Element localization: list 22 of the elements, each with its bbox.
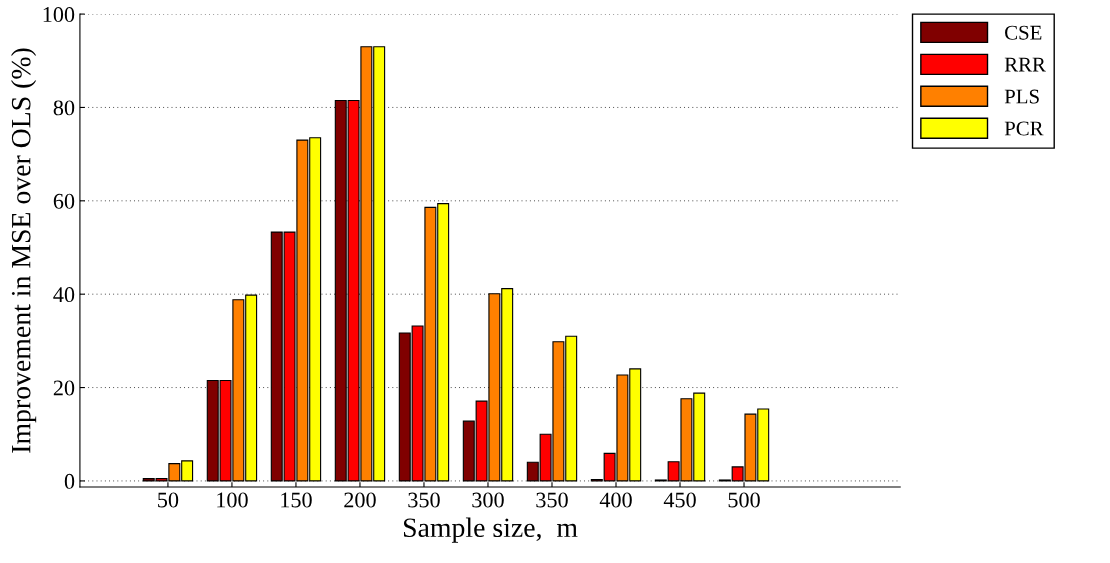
x-tick-label: 350 <box>408 492 440 508</box>
legend-label: PCR <box>1004 121 1044 136</box>
y-tick-label: 80 <box>53 100 75 116</box>
x-tick-label: 100 <box>217 492 248 508</box>
legend-label: PLS <box>1004 89 1039 104</box>
y-tick-label: 60 <box>53 193 75 209</box>
y-tick-label: 0 <box>64 473 75 489</box>
x-tick-label: 50 <box>158 492 179 508</box>
x-tick-label: 400 <box>599 492 632 508</box>
x-axis-title: Sample size, m <box>403 517 578 543</box>
legend-label: CSE <box>1005 25 1042 40</box>
y-tick-label: 40 <box>53 287 75 303</box>
x-tick-label: 500 <box>728 492 760 508</box>
y-tick-label: 20 <box>53 380 75 396</box>
x-tick-label: 300 <box>472 492 504 508</box>
legend-label: RRR <box>1004 57 1046 72</box>
x-tick-label: 450 <box>663 492 696 508</box>
x-tick-label: 350 <box>536 492 568 508</box>
x-tick-label: 150 <box>281 492 312 508</box>
x-tick-label: 200 <box>344 492 376 508</box>
y-tick-label: 100 <box>43 7 75 22</box>
y-axis-title: Improvement in MSE over OLS (%) <box>10 48 37 453</box>
